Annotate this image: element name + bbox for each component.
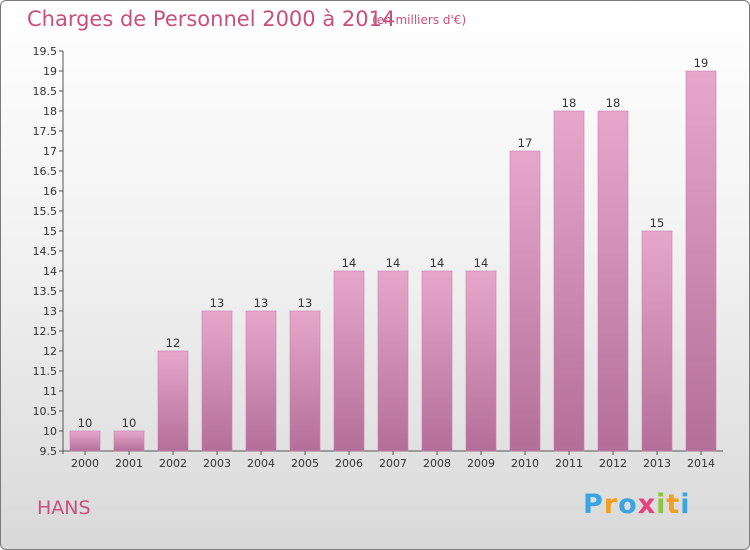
x-tick-label: 2000 (71, 457, 99, 470)
x-tick-label: 2013 (643, 457, 671, 470)
y-tick-label: 15.5 (33, 205, 58, 218)
value-label: 14 (386, 256, 401, 270)
x-tick-label: 2003 (203, 457, 231, 470)
y-tick-label: 16 (43, 185, 57, 198)
bar-2007 (377, 270, 409, 452)
logo-letter: x (637, 489, 657, 520)
bar-2014 (685, 70, 717, 452)
bar-2004 (245, 310, 277, 452)
x-tick-label: 2001 (115, 457, 143, 470)
x-tick-label: 2005 (291, 457, 319, 470)
x-tick-label: 2002 (159, 457, 187, 470)
x-tick-label: 2011 (555, 457, 583, 470)
x-tick-label: 2012 (599, 457, 627, 470)
y-tick-label: 12 (43, 345, 57, 358)
proxiti-logo: Proxiti (583, 489, 691, 520)
chart-bars (69, 70, 717, 452)
value-label: 14 (342, 256, 357, 270)
y-tick-label: 19 (43, 65, 57, 78)
bar-2005 (289, 310, 321, 452)
y-tick-label: 9.5 (40, 445, 58, 458)
bar-2009 (465, 270, 497, 452)
value-label: 17 (518, 136, 533, 150)
value-label: 10 (78, 416, 93, 430)
bar-2013 (641, 230, 673, 452)
bar-2000 (69, 430, 101, 452)
logo-letter: i (680, 489, 691, 520)
bar-2002 (157, 350, 189, 452)
x-tick-label: 2006 (335, 457, 363, 470)
logo-letter: r (603, 489, 619, 520)
location-label: HANS (37, 497, 91, 519)
value-label: 13 (254, 296, 269, 310)
value-label: 15 (650, 216, 665, 230)
value-label: 14 (474, 256, 489, 270)
chart-value-labels: 10 10 12 13 13 13 14 14 14 14 17 18 18 15 19 (78, 56, 709, 430)
value-label: 18 (562, 96, 577, 110)
x-tick-label: 2014 (687, 457, 715, 470)
y-tick-label: 14.5 (33, 245, 58, 258)
logo-letter: o (618, 489, 638, 520)
x-tick-label: 2010 (511, 457, 539, 470)
bar-2012 (597, 110, 629, 452)
bar-2001 (113, 430, 145, 452)
y-tick-label: 14 (43, 265, 57, 278)
bar-2011 (553, 110, 585, 452)
value-label: 19 (694, 56, 709, 70)
y-tick-label: 16.5 (33, 165, 58, 178)
value-label: 13 (298, 296, 313, 310)
y-tick-label: 10.5 (33, 405, 58, 418)
value-label: 12 (166, 336, 181, 350)
value-label: 18 (606, 96, 621, 110)
bar-2003 (201, 310, 233, 452)
y-tick-label: 13 (43, 305, 57, 318)
y-tick-label: 15 (43, 225, 57, 238)
x-tick-label: 2007 (379, 457, 407, 470)
chart-title: Charges de Personnel 2000 à 2014 (27, 7, 396, 31)
y-tick-label: 13.5 (33, 285, 58, 298)
x-tick-label: 2008 (423, 457, 451, 470)
bar-2006 (333, 270, 365, 452)
logo-letter: P (583, 489, 604, 520)
y-tick-label: 19.5 (33, 45, 58, 58)
value-label: 13 (210, 296, 225, 310)
logo-letter: t (666, 489, 681, 520)
x-tick-label: 2009 (467, 457, 495, 470)
y-tick-label: 12.5 (33, 325, 58, 338)
y-tick-label: 10 (43, 425, 57, 438)
bar-2008 (421, 270, 453, 452)
y-tick-label: 17 (43, 145, 57, 158)
y-tick-label: 18 (43, 105, 57, 118)
y-tick-label: 17.5 (33, 125, 58, 138)
y-tick-label: 11.5 (33, 365, 58, 378)
y-tick-label: 11 (43, 385, 57, 398)
chart-axes: 9.5 10 10.5 11 11.5 12 12.5 13 13.5 14 14.5 15 15.5 1… (33, 45, 723, 470)
y-tick-label: 18.5 (33, 85, 58, 98)
bar-2010 (509, 150, 541, 452)
logo-letter: i (656, 489, 667, 520)
value-label: 14 (430, 256, 445, 270)
x-tick-label: 2004 (247, 457, 275, 470)
chart-subtitle: (en milliers d'€) (372, 13, 467, 27)
value-label: 10 (122, 416, 137, 430)
